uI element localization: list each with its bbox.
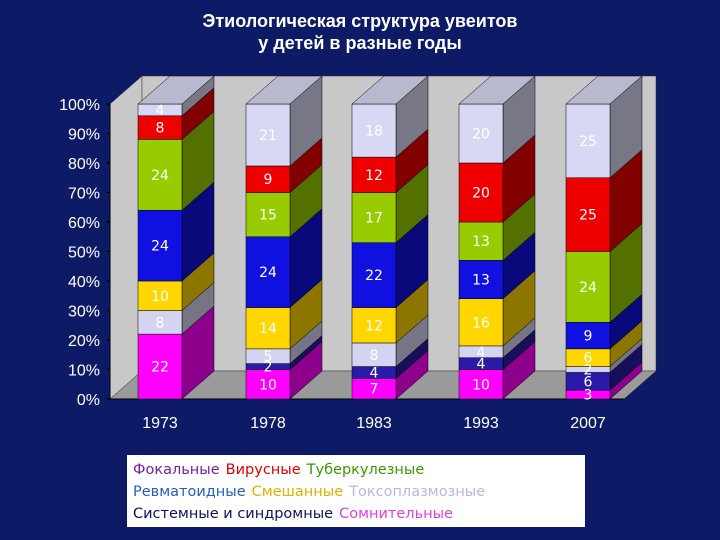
data-label: 10 xyxy=(151,289,169,305)
legend-row: Фокальные Вирусные Туберкулезные xyxy=(133,459,579,481)
data-label: 14 xyxy=(259,321,277,337)
data-label: 24 xyxy=(151,168,169,184)
data-label: 15 xyxy=(259,208,277,224)
data-label: 4 xyxy=(156,103,165,119)
data-label: 8 xyxy=(370,348,379,364)
data-label: 20 xyxy=(472,127,490,143)
bar-top xyxy=(137,75,215,105)
data-label: 6 xyxy=(584,351,593,367)
bar-segment xyxy=(137,333,183,400)
bar-segment xyxy=(351,103,397,158)
bar-top xyxy=(565,75,643,105)
data-label: 9 xyxy=(584,329,593,345)
legend-item: Токсоплазмозные xyxy=(349,484,486,500)
bar-segment xyxy=(351,242,397,308)
bar-segment xyxy=(137,209,183,282)
bar-top xyxy=(351,75,429,105)
y-tick-label: 20% xyxy=(68,333,100,350)
data-label: 16 xyxy=(472,315,490,331)
y-tick-label: 50% xyxy=(68,245,100,262)
data-label: 24 xyxy=(579,280,597,296)
data-label: 17 xyxy=(365,211,383,227)
data-label: 3 xyxy=(584,388,593,404)
legend-item: Туберкулезные xyxy=(306,462,425,478)
x-tick-label: 1978 xyxy=(250,415,286,432)
x-tick-label: 1993 xyxy=(463,415,499,432)
data-label: 4 xyxy=(477,357,486,373)
legend-item: Вирусные xyxy=(225,462,301,478)
legend-row: Ревматоидные Смешанные Токсоплазмозные xyxy=(133,481,579,503)
data-label: 9 xyxy=(264,172,273,188)
bar-segment xyxy=(565,251,611,323)
data-label: 10 xyxy=(259,377,277,393)
bar-segment xyxy=(351,192,397,243)
bar-segment xyxy=(245,307,291,350)
data-label: 10 xyxy=(472,377,490,393)
bar-segment xyxy=(137,280,183,311)
data-label: 24 xyxy=(151,239,169,255)
bar-segment xyxy=(245,165,291,193)
bar-segment xyxy=(458,298,504,347)
y-tick-label: 30% xyxy=(68,304,100,321)
data-label: 6 xyxy=(584,374,593,390)
data-label: 7 xyxy=(370,382,379,398)
chart-title-line-2: у детей в разные годы xyxy=(258,33,462,53)
data-label: 13 xyxy=(472,273,490,289)
x-tick-label: 1973 xyxy=(142,415,178,432)
data-label: 4 xyxy=(370,365,379,381)
y-tick-label: 100% xyxy=(59,97,100,114)
data-label: 4 xyxy=(477,345,486,361)
bar-segment xyxy=(565,103,611,178)
bar-segment xyxy=(458,221,504,261)
y-tick-label: 0% xyxy=(77,392,100,409)
data-label: 8 xyxy=(156,315,165,331)
y-tick-label: 80% xyxy=(68,156,100,173)
data-label: 8 xyxy=(156,121,165,137)
legend-row: Системные и синдромные Сомнительные xyxy=(133,503,579,525)
legend-item: Сомнительные xyxy=(339,506,453,522)
bar-segment xyxy=(458,369,504,400)
data-label: 2 xyxy=(264,360,273,376)
legend-item: Смешанные xyxy=(251,484,344,500)
x-tick-label: 2007 xyxy=(570,415,606,432)
chart-legend: Фокальные Вирусные Туберкулезные Ревматоидн… xyxy=(127,455,585,527)
data-label: 24 xyxy=(259,265,277,281)
data-label: 21 xyxy=(259,128,277,144)
legend-item: Ревматоидные xyxy=(133,484,246,500)
data-label: 5 xyxy=(264,349,273,365)
bar-segment xyxy=(245,103,291,167)
data-label: 25 xyxy=(579,134,597,150)
legend-item: Фокальные xyxy=(133,462,220,478)
data-label: 12 xyxy=(365,318,383,334)
bar-segment xyxy=(245,369,291,400)
data-label: 25 xyxy=(579,208,597,224)
x-tick-label: 1983 xyxy=(356,415,392,432)
legend-item: Системные и синдромные xyxy=(133,506,334,522)
y-tick-label: 40% xyxy=(68,274,100,291)
bar-segment xyxy=(458,260,504,299)
bar-segment xyxy=(245,236,291,308)
bar-segment xyxy=(458,162,504,223)
y-tick-label: 10% xyxy=(68,363,100,380)
y-tick-label: 90% xyxy=(68,127,100,144)
bar-segment xyxy=(565,322,611,350)
data-label: 2 xyxy=(584,363,593,379)
data-label: 13 xyxy=(472,234,490,250)
data-label: 18 xyxy=(365,124,383,140)
y-tick-label: 70% xyxy=(68,186,100,203)
data-label: 22 xyxy=(365,268,383,284)
data-label: 12 xyxy=(365,168,383,184)
data-label: 20 xyxy=(472,186,490,202)
bar-segment xyxy=(458,103,504,164)
chart-title: Этиологическая структура увеитов у детей… xyxy=(0,10,720,54)
y-tick-label: 60% xyxy=(68,215,100,232)
side-wall xyxy=(109,75,143,400)
bar-top xyxy=(458,75,536,105)
chart-title-line-1: Этиологическая структура увеитов xyxy=(202,11,518,31)
data-label: 22 xyxy=(151,360,169,376)
bar-top xyxy=(245,75,323,105)
